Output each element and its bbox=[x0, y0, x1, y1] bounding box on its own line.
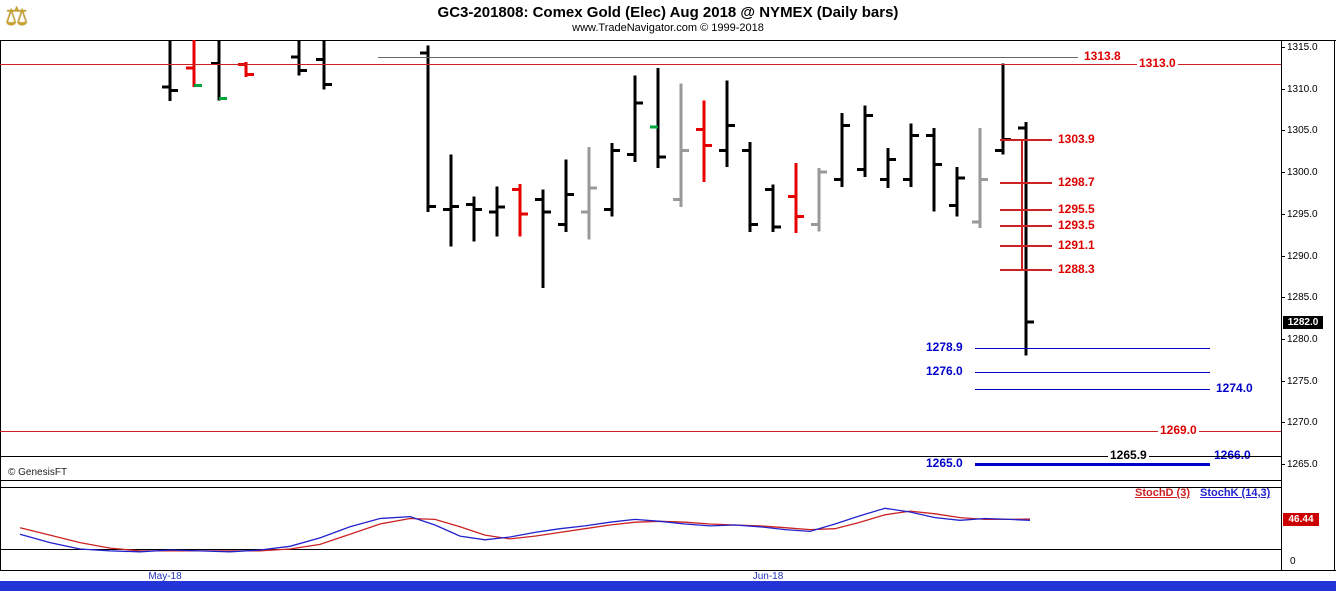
price-level-line[interactable] bbox=[0, 456, 1281, 458]
price-axis-tick bbox=[1281, 464, 1285, 465]
retracement-tick[interactable] bbox=[1000, 245, 1052, 248]
price-level-line[interactable] bbox=[975, 348, 1210, 350]
chart-title: GC3-201808: Comex Gold (Elec) Aug 2018 @… bbox=[437, 4, 899, 21]
price-bars-canvas[interactable] bbox=[0, 40, 1281, 480]
retracement-label[interactable]: 1291.1 bbox=[1056, 238, 1097, 253]
retracement-tick[interactable] bbox=[1000, 181, 1052, 184]
stochastic-canvas[interactable] bbox=[0, 487, 1281, 570]
price-axis-tick bbox=[1281, 338, 1285, 340]
price-level-line[interactable] bbox=[975, 372, 1210, 374]
last-price-badge: 1282.0 bbox=[1283, 316, 1323, 329]
price-axis-label: 1270.0 bbox=[1287, 417, 1318, 429]
stoch-zero-label: 0 bbox=[1290, 556, 1296, 567]
price-axis-label: 1300.0 bbox=[1287, 167, 1318, 179]
price-level-label[interactable]: 1313.0 bbox=[1137, 55, 1178, 70]
price-level-line[interactable] bbox=[0, 430, 1281, 432]
price-axis-label: 1315.0 bbox=[1287, 42, 1318, 53]
price-level-label[interactable]: 1313.8 bbox=[1082, 49, 1123, 63]
price-axis-label: 1280.0 bbox=[1287, 333, 1318, 345]
price-axis-tick bbox=[1281, 297, 1285, 299]
price-axis-label: 1305.0 bbox=[1287, 125, 1318, 137]
retracement-label[interactable]: 1293.5 bbox=[1056, 218, 1097, 233]
date-label: May-18 bbox=[148, 571, 182, 582]
price-axis-border bbox=[1281, 40, 1282, 570]
stoch-level-line bbox=[0, 549, 1281, 550]
retracement-label[interactable]: 1288.3 bbox=[1056, 261, 1097, 276]
bottom-blue-bar bbox=[0, 581, 1336, 591]
chart-border-top bbox=[0, 40, 1336, 41]
retracement-label[interactable]: 1295.5 bbox=[1056, 201, 1097, 216]
price-axis-label: 1265.0 bbox=[1287, 459, 1318, 470]
stochd-legend[interactable]: StochD (3) bbox=[1135, 487, 1190, 499]
price-level-label[interactable]: 1265.9 bbox=[1108, 448, 1149, 463]
retracement-label[interactable]: 1298.7 bbox=[1056, 174, 1097, 189]
stochd-line[interactable] bbox=[19, 510, 1031, 552]
retracement-tick[interactable] bbox=[1000, 268, 1052, 271]
retracement-tick[interactable] bbox=[1000, 138, 1052, 141]
price-axis-label: 1295.0 bbox=[1287, 208, 1318, 220]
price-axis-label: 1285.0 bbox=[1287, 292, 1318, 304]
stochk-legend[interactable]: StochK (14,3) bbox=[1200, 487, 1271, 499]
stochk-line[interactable] bbox=[19, 507, 1031, 553]
stoch-panel-border-top bbox=[0, 487, 1282, 488]
chart-border-left bbox=[0, 40, 1, 570]
price-level-line[interactable] bbox=[975, 388, 1210, 390]
price-panel-border-bottom bbox=[0, 480, 1282, 481]
price-axis-tick bbox=[1281, 47, 1285, 48]
stoch-value-badge: 46.44 bbox=[1283, 513, 1319, 526]
price-axis-tick bbox=[1281, 422, 1285, 424]
price-level-line[interactable] bbox=[975, 463, 1210, 466]
price-axis-tick bbox=[1281, 213, 1285, 215]
price-axis-label: 1275.0 bbox=[1287, 375, 1318, 387]
price-level-label[interactable]: 1269.0 bbox=[1158, 422, 1199, 437]
price-axis-tick bbox=[1281, 88, 1285, 90]
date-label: Jun-18 bbox=[752, 571, 784, 582]
price-axis-label: 1310.0 bbox=[1287, 83, 1318, 95]
price-axis-label: 1290.0 bbox=[1287, 250, 1318, 262]
chart-border-right bbox=[1334, 40, 1335, 570]
retracement-tick[interactable] bbox=[1000, 208, 1052, 211]
stoch-panel-border-bottom bbox=[0, 570, 1336, 571]
price-axis-tick bbox=[1281, 130, 1285, 132]
price-axis-tick bbox=[1281, 380, 1285, 382]
price-level-line[interactable] bbox=[378, 57, 1078, 58]
price-level-label[interactable]: 1265.0 bbox=[924, 456, 965, 470]
price-axis-tick bbox=[1281, 172, 1285, 174]
price-level-label[interactable]: 1276.0 bbox=[924, 364, 965, 379]
retracement-vertical-line[interactable] bbox=[1021, 139, 1023, 270]
retracement-label[interactable]: 1303.9 bbox=[1056, 131, 1097, 146]
genesis-gold-logo-icon: ⚖ bbox=[5, 1, 29, 31]
price-level-line[interactable] bbox=[0, 63, 1281, 65]
price-level-label[interactable]: 1278.9 bbox=[924, 340, 965, 355]
retracement-tick[interactable] bbox=[1000, 225, 1052, 228]
genesis-watermark: © GenesisFT bbox=[8, 467, 68, 478]
price-axis-tick bbox=[1281, 255, 1285, 257]
chart-subtitle: www.TradeNavigator.com © 1999-2018 bbox=[572, 22, 764, 34]
price-level-label[interactable]: 1266.0 bbox=[1212, 447, 1253, 462]
price-level-label[interactable]: 1274.0 bbox=[1214, 380, 1255, 395]
